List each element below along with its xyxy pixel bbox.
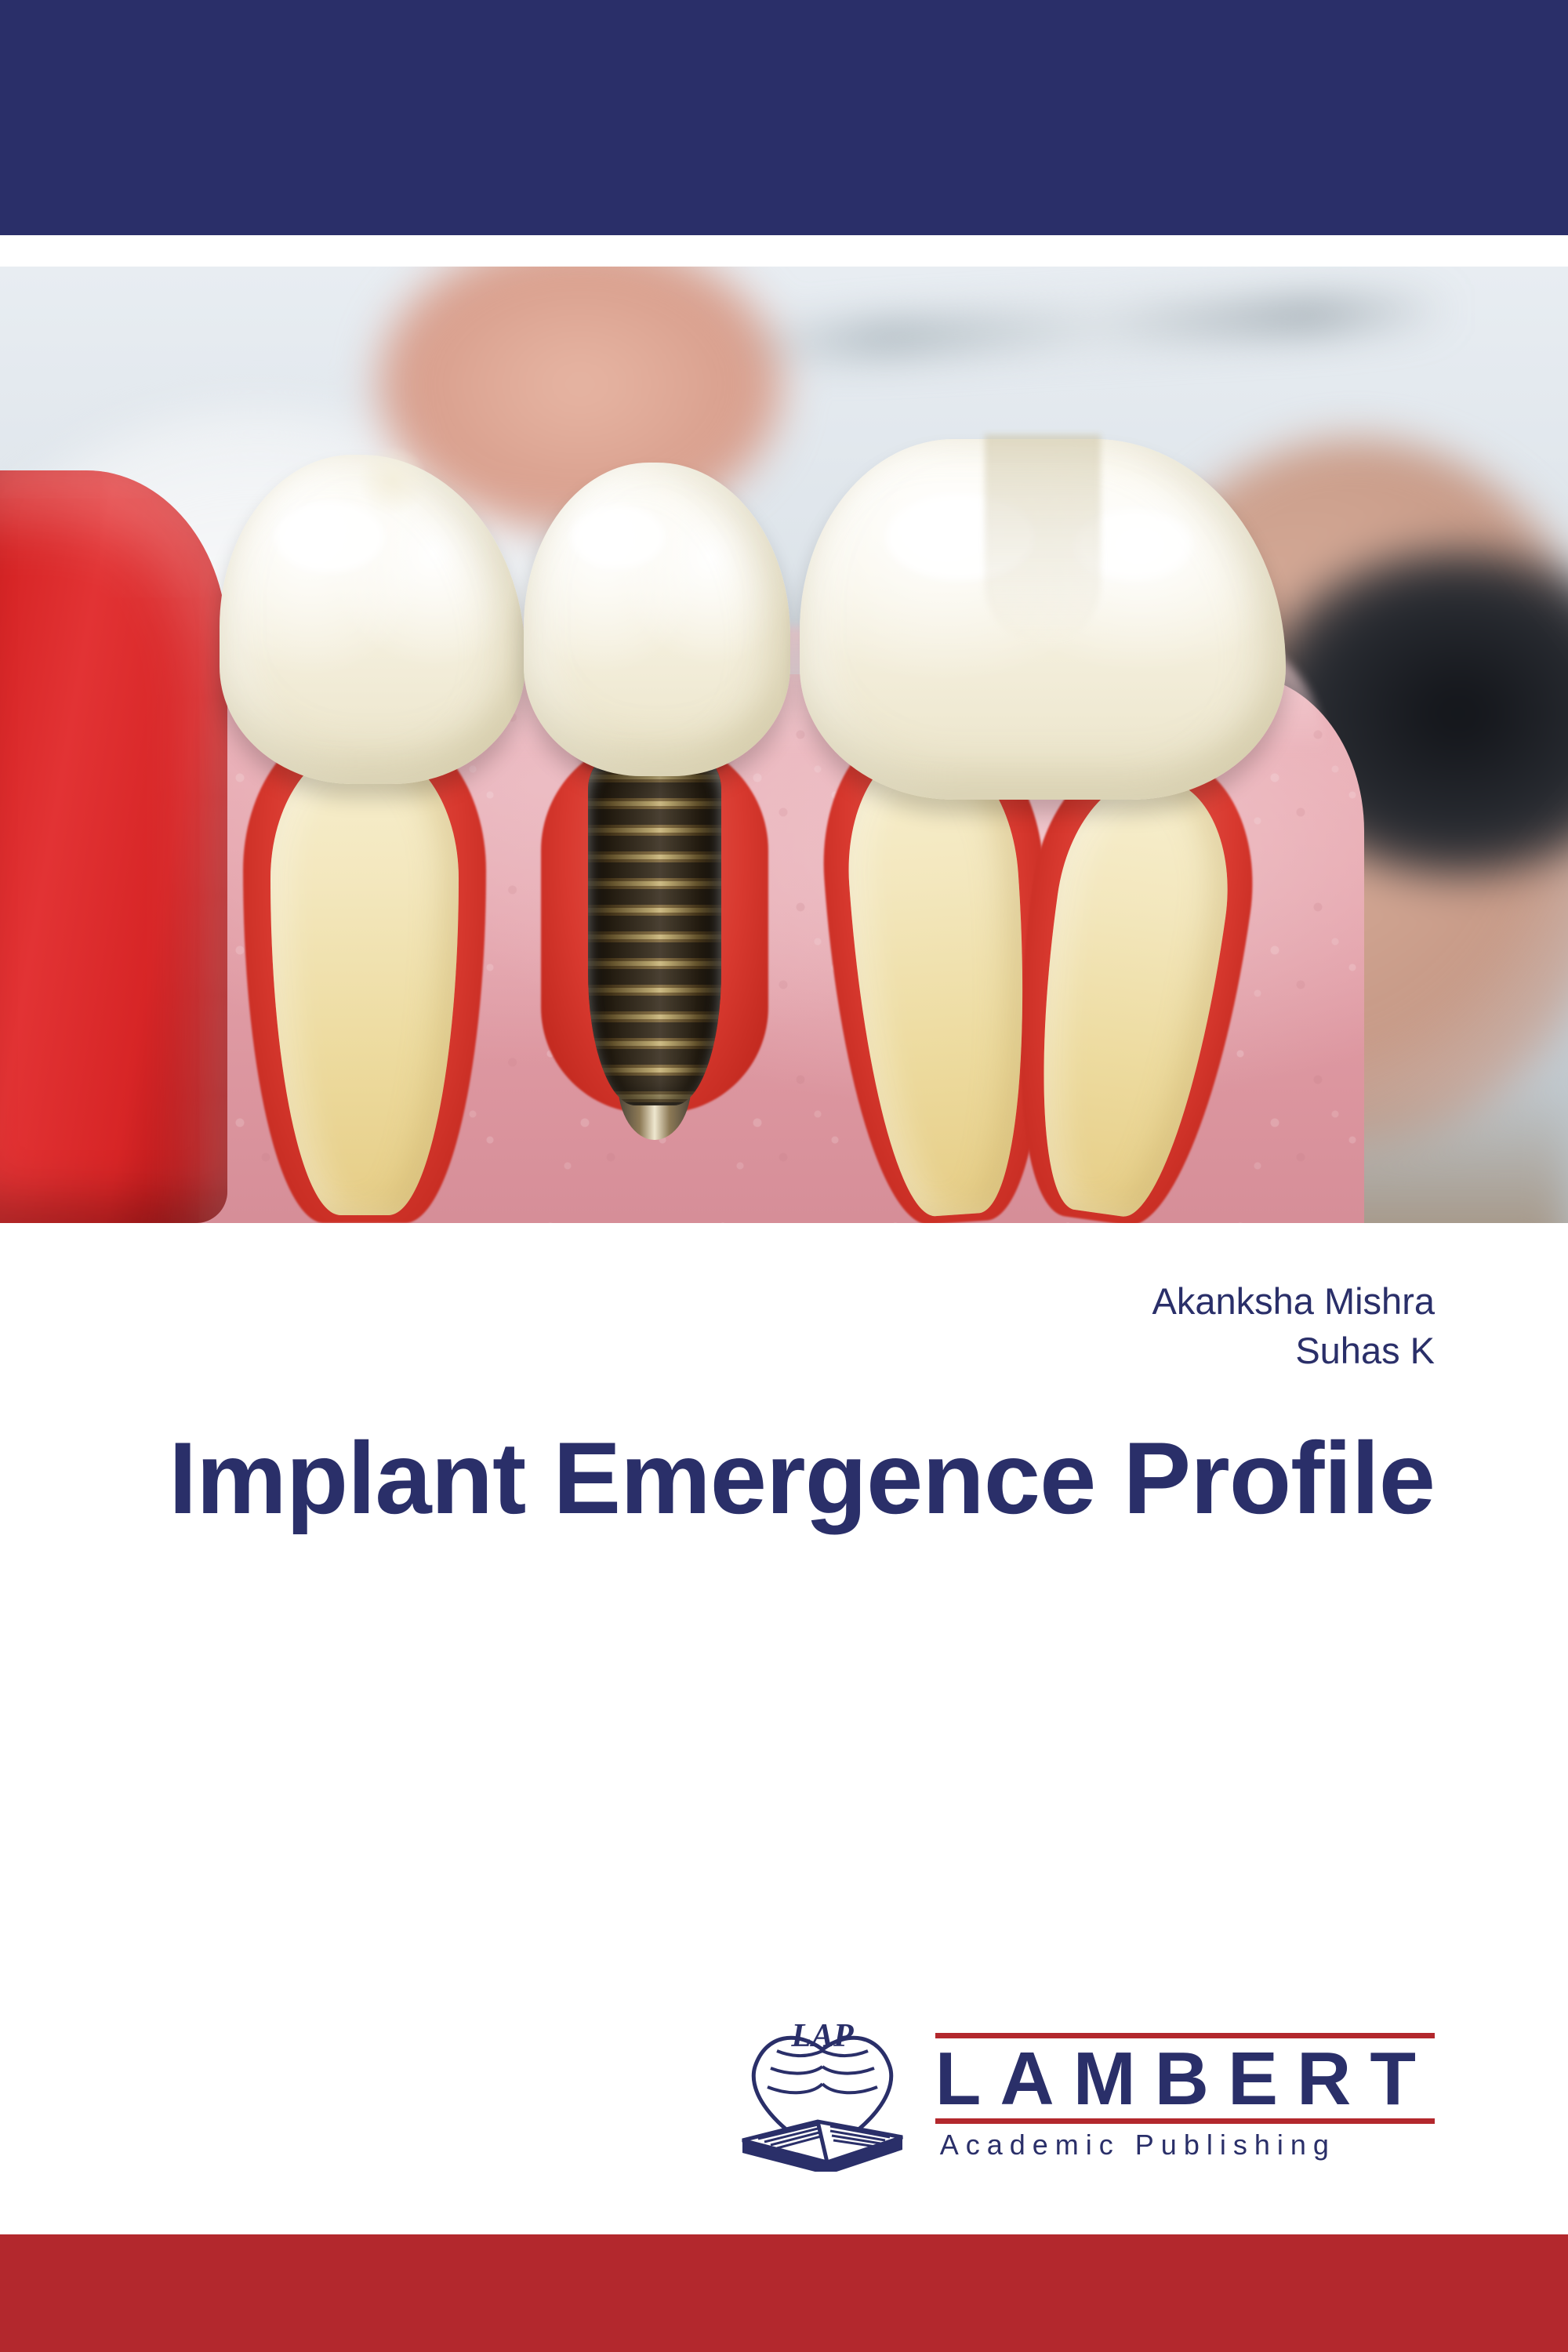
publisher-subtitle: Academic Publishing bbox=[935, 2129, 1336, 2161]
book-title: Implant Emergence Profile bbox=[110, 1419, 1435, 1537]
publisher-text: LAMBERT Academic Publishing bbox=[935, 2033, 1435, 2161]
implant-screw bbox=[571, 737, 739, 1105]
svg-text:LAP: LAP bbox=[790, 2023, 854, 2054]
author-name: Akanksha Mishra bbox=[1152, 1276, 1436, 1326]
top-color-band bbox=[0, 0, 1568, 235]
bottom-color-band bbox=[0, 2234, 1568, 2352]
molar-crown bbox=[800, 439, 1286, 800]
authors-block: Akanksha Mishra Suhas K bbox=[1152, 1276, 1436, 1376]
tooth-crown bbox=[220, 455, 525, 784]
publisher-block: LAP LAMBERT Academic Publishing bbox=[736, 2023, 1435, 2172]
cover-illustration bbox=[0, 267, 1568, 1223]
publisher-badge-icon: LAP bbox=[736, 2023, 909, 2172]
gum-side bbox=[0, 470, 227, 1223]
gum-block bbox=[0, 682, 1364, 1223]
dental-model bbox=[0, 502, 1568, 1223]
author-name: Suhas K bbox=[1152, 1326, 1436, 1375]
publisher-name: LAMBERT bbox=[935, 2033, 1435, 2124]
implant-crown bbox=[524, 463, 790, 776]
tooth-root bbox=[270, 745, 459, 1215]
